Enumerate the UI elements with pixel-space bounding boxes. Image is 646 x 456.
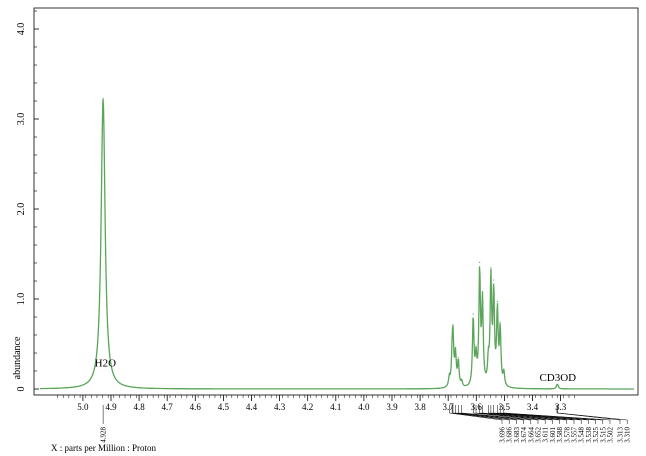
peak-leader-line — [461, 405, 539, 424]
peak-leader-line — [451, 405, 510, 424]
peak-label: 3.674 — [520, 427, 528, 443]
x-tick-label: 3.3 — [555, 402, 567, 412]
peak-label: 3.502 — [607, 427, 615, 443]
peak-leader-line — [556, 405, 621, 424]
y-tick-label: 2.0 — [16, 203, 27, 216]
x-tick-label: 3.5 — [499, 402, 511, 412]
peak-point — [461, 378, 463, 380]
x-tick-label: 3.9 — [386, 402, 398, 412]
peak-label: 3.588 — [556, 427, 564, 443]
peak-point — [457, 357, 459, 359]
peak-leader-line — [479, 405, 560, 424]
peak-leader-line — [490, 405, 582, 424]
peak-label: 3.313 — [617, 427, 625, 443]
peak-label: 3.310 — [624, 427, 632, 443]
y-axis: 0 1.0 2.0 3.0 4.0 — [16, 10, 39, 392]
peak-label: 3.548 — [578, 427, 586, 443]
y-axis-label: abundance — [12, 336, 23, 379]
peak-label: 3.515 — [599, 427, 607, 443]
peak-leader-line — [449, 405, 503, 424]
peak-label: 3.696 — [499, 427, 507, 443]
peak-leader-line — [499, 405, 604, 424]
x-tick-label: 4.8 — [133, 402, 145, 412]
peak-leader-line — [482, 405, 568, 424]
x-tick-label: 5.0 — [77, 402, 89, 412]
peak-point — [454, 346, 457, 349]
spectrum-line — [40, 98, 634, 390]
peak-point — [490, 267, 492, 269]
peak-label: 3.557 — [571, 427, 579, 443]
peak-leader-line — [458, 405, 532, 424]
peak-leader-line — [493, 405, 589, 424]
peak-label: 3.538 — [585, 427, 593, 443]
peak-label: 3.525 — [592, 427, 600, 443]
peak-label: 3.664 — [527, 427, 535, 443]
peak-point — [102, 97, 104, 99]
peak-point — [451, 336, 453, 339]
peak-label: 3.578 — [563, 427, 571, 443]
x-axis: 5.0 4.9 4.8 4.7 4.6 4.5 4.4 4.3 4.2 4.1 4.0 3.9 3.8 3… — [57, 395, 575, 412]
x-tick-label: 4.3 — [274, 402, 286, 412]
peak-point — [448, 373, 450, 375]
x-tick-label: 4.7 — [162, 402, 174, 412]
annotations: H2O CD3OD — [95, 358, 576, 384]
peak-label: 3.601 — [549, 427, 557, 443]
peak-point — [479, 261, 481, 263]
peak-leader-line — [557, 405, 628, 424]
x-tick-label: 3.8 — [414, 402, 426, 412]
peak-label: 3.611 — [542, 427, 550, 443]
peak-point — [499, 321, 501, 323]
peak-point — [493, 279, 495, 281]
peak-label: 3.652 — [535, 427, 543, 443]
peak-point — [487, 346, 489, 348]
peak-point — [556, 384, 558, 386]
peak-point — [496, 300, 498, 303]
peak-markers — [102, 97, 559, 386]
x-tick-label: 3.4 — [527, 402, 539, 412]
peak-label: 3.686 — [506, 427, 514, 443]
peak-annotation: CD3OD — [539, 372, 576, 384]
x-axis-label: X : parts per Million : Proton — [51, 443, 156, 453]
peak-point — [475, 345, 477, 347]
y-tick-label: 0 — [16, 387, 27, 392]
x-tick-label: 3.6 — [471, 402, 483, 412]
x-tick-label: 4.6 — [190, 402, 202, 412]
x-tick-label: 4.2 — [302, 402, 313, 412]
peak-point — [503, 368, 505, 370]
peak-leader-line — [455, 405, 524, 424]
x-tick-label: 4.4 — [246, 402, 258, 412]
peak-leader-line — [488, 405, 575, 424]
y-tick-label: 3.0 — [16, 113, 27, 126]
peak-point — [472, 313, 474, 315]
y-tick-label: 1.0 — [16, 293, 27, 306]
peak-label: 3.683 — [513, 427, 521, 443]
peak-leader-line — [503, 405, 611, 424]
x-tick-label: 4.9 — [105, 402, 117, 412]
peak-labels: 4.928 3.696 3.686 3.683 3.674 3.664 3.652 3.611… — [100, 405, 632, 443]
peak-label: 4.928 — [100, 427, 108, 443]
x-tick-label: 4.0 — [358, 402, 370, 412]
peak-leader-line — [452, 405, 517, 424]
plot-frame — [33, 7, 639, 396]
peak-point — [557, 384, 559, 386]
x-tick-label: 3.7 — [443, 402, 455, 412]
x-tick-label: 4.1 — [330, 402, 341, 412]
peak-leader-line — [472, 405, 546, 424]
y-tick-label: 4.0 — [16, 23, 27, 36]
peak-leader-line — [497, 405, 596, 424]
peak-leader-line — [475, 405, 553, 424]
x-tick-label: 4.5 — [218, 402, 230, 412]
peak-point — [481, 290, 484, 293]
peak-annotation: H2O — [95, 358, 116, 370]
peak-point — [452, 324, 454, 326]
